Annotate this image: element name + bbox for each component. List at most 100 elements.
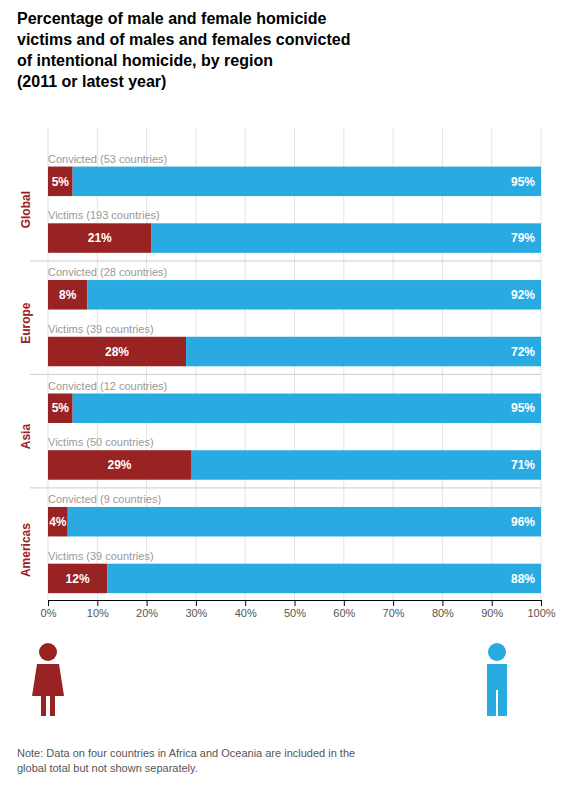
icon-body: [32, 664, 64, 696]
tick-mark: [344, 600, 345, 606]
data-label: 96%: [511, 515, 535, 529]
data-label: 8%: [59, 288, 77, 302]
data-label: 88%: [511, 572, 535, 586]
tick-label: 10%: [87, 607, 109, 619]
tick: 10%: [87, 600, 109, 619]
data-label: 79%: [511, 231, 535, 245]
bar: [48, 394, 73, 424]
tick-mark: [541, 600, 542, 606]
bar: [191, 450, 541, 480]
tick-mark: [393, 600, 394, 606]
region-label: Americas: [19, 523, 33, 577]
bar: [73, 167, 541, 197]
region-label: Asia: [19, 424, 33, 450]
bar: [87, 280, 541, 310]
title-line: (2011 or latest year): [17, 73, 166, 90]
title: Percentage of male and female homicide vi…: [17, 10, 350, 90]
tick-mark: [196, 600, 197, 606]
data-label: 4%: [49, 515, 67, 529]
tick-mark: [245, 600, 246, 606]
tick-label: 80%: [432, 607, 454, 619]
tick-label: 40%: [235, 607, 257, 619]
icon-head: [39, 643, 57, 661]
tick: 100%: [527, 600, 555, 619]
plot: 5%21%8%28%5%29%4%12%95%79%92%72%95%71%96…: [19, 128, 556, 619]
tick-label: 20%: [136, 607, 158, 619]
bar: [48, 507, 68, 537]
bar: [48, 280, 87, 310]
tick-label: 0%: [41, 607, 57, 619]
icon-leg: [41, 696, 46, 716]
tick-mark: [147, 600, 148, 606]
icon-leg: [487, 690, 496, 716]
icon-leg: [498, 690, 507, 716]
category-label: Convicted (12 countries): [48, 380, 167, 392]
tick: 40%: [235, 600, 257, 619]
data-label: 95%: [511, 175, 535, 189]
tick: 60%: [333, 600, 355, 619]
icon-leg: [50, 696, 55, 716]
tick-mark: [97, 600, 98, 606]
title-line: Percentage of male and female homicide: [17, 10, 327, 27]
icon-head: [488, 643, 506, 661]
female-icon: [32, 643, 64, 716]
category-label: Victims (39 countries): [48, 323, 154, 335]
icon-body: [487, 664, 507, 690]
bar: [152, 223, 541, 253]
chart: Percentage of male and female homicide vi…: [0, 0, 563, 799]
category-label: Convicted (9 countries): [48, 493, 161, 505]
note-line: global total but not shown separately.: [17, 762, 198, 774]
data-label: 5%: [52, 175, 70, 189]
tick: 30%: [185, 600, 207, 619]
data-label: 72%: [511, 345, 535, 359]
region-label: Global: [19, 191, 33, 228]
data-label: 92%: [511, 288, 535, 302]
note-line: Note: Data on four countries in Africa a…: [17, 747, 355, 759]
data-label: 12%: [66, 572, 90, 586]
data-label: 71%: [511, 458, 535, 472]
separators: [30, 261, 541, 488]
axis-line: [49, 601, 542, 607]
bar: [186, 337, 541, 367]
bar: [68, 507, 541, 537]
bar: [48, 167, 73, 197]
bar: [48, 564, 107, 594]
data-label: 29%: [107, 458, 131, 472]
group-separator: [30, 260, 541, 261]
tick: 70%: [383, 600, 405, 619]
note: Note: Data on four countries in Africa a…: [17, 747, 355, 774]
tick-label: 100%: [527, 607, 555, 619]
male-icon: [487, 643, 507, 716]
region-labels: GlobalEuropeAsiaAmericas: [19, 191, 33, 577]
title-line: victims and of males and females convict…: [17, 31, 350, 48]
category-label: Convicted (28 countries): [48, 266, 167, 278]
tick-label: 30%: [185, 607, 207, 619]
tick: 90%: [481, 600, 503, 619]
tick-mark: [295, 600, 296, 606]
bar: [48, 337, 186, 367]
category-label: Victims (50 countries): [48, 436, 154, 448]
category-label: Convicted (53 countries): [48, 153, 167, 165]
category-label: Victims (193 countries): [48, 209, 160, 221]
tick-label: 60%: [333, 607, 355, 619]
tick: 50%: [284, 600, 306, 619]
data-label: 5%: [52, 401, 70, 415]
group-separator: [30, 487, 541, 488]
data-label: 21%: [88, 231, 112, 245]
grid: [48, 128, 541, 600]
bars: [48, 167, 541, 594]
tick-mark: [48, 600, 49, 606]
title-line: of intentional homicide, by region: [17, 52, 273, 69]
tick-label: 70%: [383, 607, 405, 619]
data-label: 95%: [511, 401, 535, 415]
bar: [107, 564, 541, 594]
bar: [48, 450, 191, 480]
x-axis: 0% 10% 20% 30% 40% 50% 60% 70% 80% 90% 100%: [41, 600, 556, 619]
category-label: Victims (39 countries): [48, 550, 154, 562]
category-labels: Convicted (53 countries) Victims (193 cou…: [48, 153, 167, 562]
tick-label: 50%: [284, 607, 306, 619]
tick: 80%: [432, 600, 454, 619]
tick-mark: [442, 600, 443, 606]
tick: 0%: [41, 600, 57, 619]
tick-mark: [492, 600, 493, 606]
